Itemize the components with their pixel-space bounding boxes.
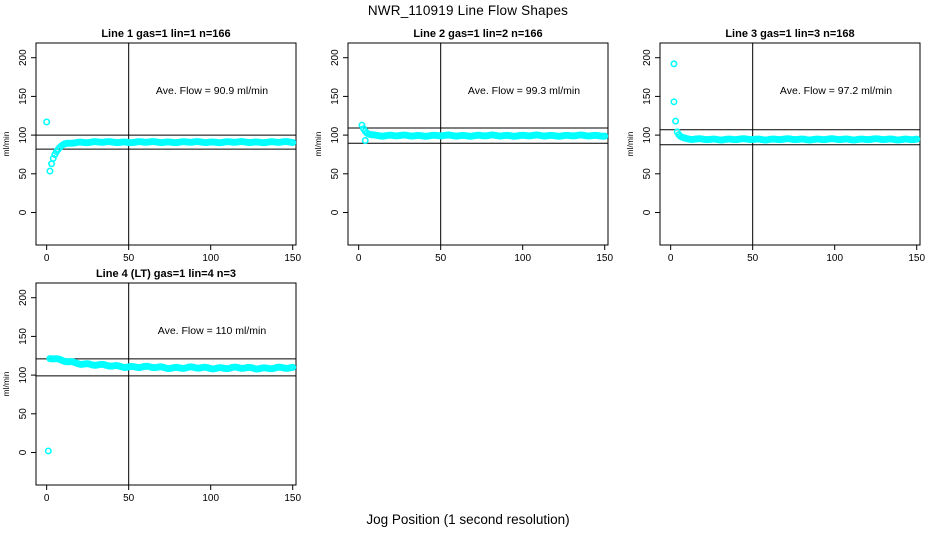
x-tick-label: 0	[668, 253, 674, 264]
data-point	[46, 167, 54, 175]
x-tick-label: 50	[123, 253, 135, 264]
x-tick-label: 50	[435, 253, 447, 264]
y-tick-label: 50	[18, 408, 29, 420]
data-point	[601, 132, 609, 140]
y-tick-label: 150	[18, 88, 29, 105]
data-points	[44, 355, 297, 455]
x-tick-label: 100	[202, 253, 219, 264]
ave-flow-annotation: Ave. Flow = 90.9 ml/min	[156, 85, 268, 97]
y-tick-label: 0	[642, 209, 653, 215]
x-tick-label: 50	[747, 253, 759, 264]
y-tick-label: 100	[18, 366, 29, 383]
x-tick-label: 0	[356, 253, 362, 264]
y-axis-label: ml/min	[313, 131, 323, 156]
y-axis-label: ml/min	[1, 371, 11, 396]
x-tick-label: 150	[908, 253, 925, 264]
data-point	[43, 118, 51, 126]
y-tick-label: 100	[18, 126, 29, 143]
y-tick-label: 100	[642, 126, 653, 143]
y-tick-label: 50	[330, 168, 341, 180]
data-point	[361, 137, 369, 145]
plot-box	[659, 42, 921, 246]
y-axis-label: ml/min	[1, 131, 11, 156]
y-tick-label: 150	[18, 328, 29, 345]
data-points	[43, 118, 297, 175]
x-tick-label: 100	[514, 253, 531, 264]
data-point	[358, 121, 366, 129]
chart-panel-1: Line 1 gas=1 lin=1 n=166 0 50 100 150 0 50 100 1…	[1, 28, 301, 264]
y-tick-label: 200	[330, 49, 341, 66]
data-point	[913, 135, 921, 143]
y-tick-label: 200	[642, 49, 653, 66]
y-tick-label: 0	[18, 209, 29, 215]
y-tick-label: 150	[642, 88, 653, 105]
y-tick-label: 100	[330, 126, 341, 143]
plot-box	[35, 282, 297, 486]
y-tick-label: 0	[330, 209, 341, 215]
panel-title: Line 1 gas=1 lin=1 n=166	[101, 28, 230, 40]
ave-flow-annotation: Ave. Flow = 110 ml/min	[158, 325, 267, 337]
data-point	[289, 363, 297, 371]
chart-panel-3: Line 3 gas=1 lin=3 n=168 0 50 100 150 0 50 100 1…	[625, 28, 925, 264]
x-tick-label: 150	[284, 253, 301, 264]
ave-flow-annotation: Ave. Flow = 99.3 ml/min	[468, 85, 580, 97]
data-point	[672, 117, 680, 125]
y-tick-label: 50	[18, 168, 29, 180]
figure-title: NWR_110919 Line Flow Shapes	[367, 3, 569, 18]
y-axis-label: ml/min	[625, 131, 635, 156]
chart-panel-2: Line 2 gas=1 lin=2 n=166 0 50 100 150 0 50 100 1…	[313, 28, 613, 264]
x-tick-label: 150	[284, 493, 301, 504]
y-tick-label: 50	[642, 168, 653, 180]
ave-flow-annotation: Ave. Flow = 97.2 ml/min	[780, 85, 892, 97]
figure-x-axis-label: Jog Position (1 second resolution)	[366, 512, 570, 527]
panel-title: Line 4 (LT) gas=1 lin=4 n=3	[96, 268, 236, 280]
y-tick-label: 0	[18, 449, 29, 455]
y-tick-label: 200	[18, 289, 29, 306]
chart-panel-4: Line 4 (LT) gas=1 lin=4 n=3 0 50 100 150 0 50 1…	[1, 268, 301, 504]
x-tick-label: 150	[596, 253, 613, 264]
x-tick-label: 0	[44, 253, 50, 264]
x-tick-label: 50	[123, 493, 135, 504]
x-tick-label: 100	[202, 493, 219, 504]
plot-box	[35, 42, 297, 246]
data-point	[44, 447, 52, 455]
x-tick-label: 0	[44, 493, 50, 504]
panel-title: Line 2 gas=1 lin=2 n=166	[413, 28, 542, 40]
data-point	[289, 139, 297, 147]
plot-box	[347, 42, 609, 246]
data-point	[670, 60, 678, 68]
data-point	[670, 98, 678, 106]
data-points	[670, 60, 921, 144]
y-tick-label: 200	[18, 49, 29, 66]
panel-title: Line 3 gas=1 lin=3 n=168	[725, 28, 854, 40]
y-tick-label: 150	[330, 88, 341, 105]
x-tick-label: 100	[826, 253, 843, 264]
data-points	[358, 121, 609, 145]
